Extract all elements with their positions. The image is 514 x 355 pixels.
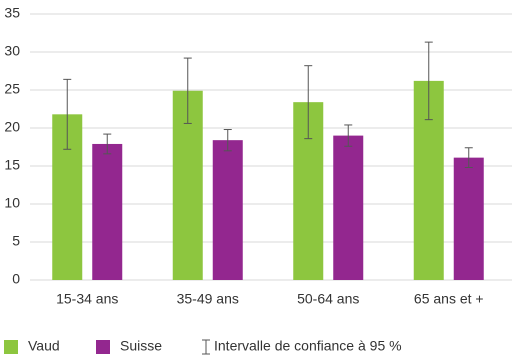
bar [333, 135, 364, 280]
legend-label: Suisse [120, 338, 162, 354]
error-bar [223, 129, 232, 152]
error-bar [304, 65, 313, 140]
y-tick-label: 5 [12, 233, 20, 249]
legend-label: Vaud [28, 338, 60, 354]
bar [212, 140, 243, 280]
legend-error-icon [202, 339, 210, 355]
y-tick-label: 15 [4, 157, 20, 173]
x-tick-label: 65 ans et + [414, 291, 484, 307]
x-tick-label: 15-34 ans [56, 291, 118, 307]
error-bar [344, 124, 353, 147]
y-tick-label: 25 [4, 81, 20, 97]
error-bar [464, 147, 473, 169]
bar [92, 143, 123, 280]
y-tick-label: 10 [4, 195, 20, 211]
error-bar [424, 41, 433, 121]
legend-label: Intervalle de confiance à 95 % [214, 338, 402, 354]
x-tick-label: 50-64 ans [297, 291, 359, 307]
error-bar [183, 57, 192, 124]
y-tick-label: 0 [12, 271, 20, 287]
bar [453, 157, 484, 280]
legend-swatch [96, 340, 110, 354]
x-tick-label: 35-49 ans [177, 291, 239, 307]
y-tick-label: 30 [4, 43, 20, 59]
y-tick-label: 20 [4, 119, 20, 135]
error-bar [103, 133, 112, 155]
y-tick-label: 35 [4, 5, 20, 21]
error-bar [63, 78, 72, 150]
legend-swatch [4, 340, 18, 354]
